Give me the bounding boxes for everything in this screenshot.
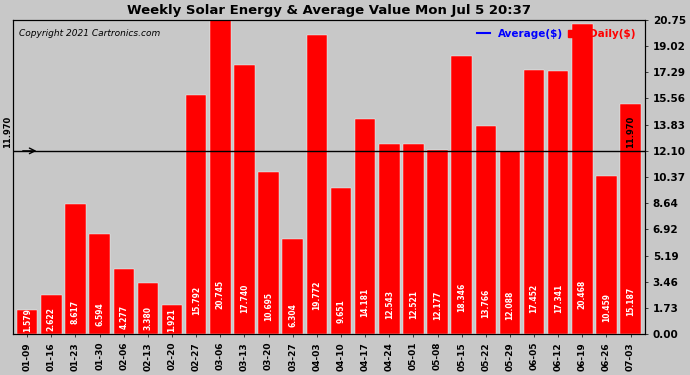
- Text: 20.745: 20.745: [216, 280, 225, 309]
- Text: 13.766: 13.766: [482, 288, 491, 318]
- Text: Copyright 2021 Cartronics.com: Copyright 2021 Cartronics.com: [19, 29, 160, 38]
- Bar: [331, 188, 351, 334]
- Text: 12.177: 12.177: [433, 290, 442, 320]
- Text: 18.346: 18.346: [457, 283, 466, 312]
- Bar: [596, 176, 617, 334]
- Bar: [427, 150, 448, 334]
- Text: 2.622: 2.622: [47, 307, 56, 331]
- Text: 1.579: 1.579: [23, 309, 32, 332]
- Text: 19.772: 19.772: [313, 281, 322, 310]
- Text: 20.468: 20.468: [578, 280, 586, 309]
- Bar: [403, 144, 424, 334]
- Text: 17.341: 17.341: [553, 284, 562, 313]
- Bar: [66, 204, 86, 334]
- Bar: [451, 56, 472, 334]
- Text: 10.695: 10.695: [264, 292, 273, 321]
- Bar: [90, 234, 110, 334]
- Text: 4.277: 4.277: [119, 305, 128, 329]
- Bar: [210, 20, 230, 334]
- Bar: [186, 95, 206, 334]
- Text: 6.594: 6.594: [95, 303, 104, 326]
- Text: 17.740: 17.740: [240, 284, 249, 313]
- Bar: [137, 283, 158, 334]
- Text: 10.459: 10.459: [602, 292, 611, 322]
- Bar: [475, 126, 496, 334]
- Title: Weekly Solar Energy & Average Value Mon Jul 5 20:37: Weekly Solar Energy & Average Value Mon …: [127, 4, 531, 17]
- Bar: [306, 34, 327, 334]
- Text: 12.521: 12.521: [409, 290, 418, 319]
- Bar: [282, 239, 303, 334]
- Bar: [161, 305, 182, 334]
- Bar: [114, 270, 134, 334]
- Text: 3.380: 3.380: [144, 306, 152, 330]
- Bar: [41, 295, 61, 334]
- Text: 15.792: 15.792: [192, 286, 201, 315]
- Text: 12.088: 12.088: [505, 290, 515, 320]
- Text: 14.181: 14.181: [361, 288, 370, 317]
- Text: 11.970: 11.970: [3, 116, 12, 148]
- Bar: [379, 144, 400, 334]
- Text: 1.921: 1.921: [168, 308, 177, 332]
- Text: 8.617: 8.617: [71, 300, 80, 324]
- Bar: [258, 172, 279, 334]
- Bar: [355, 119, 375, 334]
- Text: 11.970: 11.970: [626, 116, 635, 148]
- Text: 6.304: 6.304: [288, 303, 297, 327]
- Text: 9.651: 9.651: [337, 299, 346, 322]
- Legend: Average($), Daily($): Average($), Daily($): [473, 25, 640, 43]
- Text: 15.187: 15.187: [626, 286, 635, 316]
- Bar: [572, 24, 593, 334]
- Bar: [524, 70, 544, 334]
- Text: 17.452: 17.452: [529, 284, 539, 313]
- Bar: [620, 104, 641, 334]
- Bar: [234, 65, 255, 334]
- Bar: [17, 310, 37, 334]
- Bar: [548, 71, 569, 334]
- Bar: [500, 151, 520, 334]
- Text: 12.543: 12.543: [385, 290, 394, 319]
